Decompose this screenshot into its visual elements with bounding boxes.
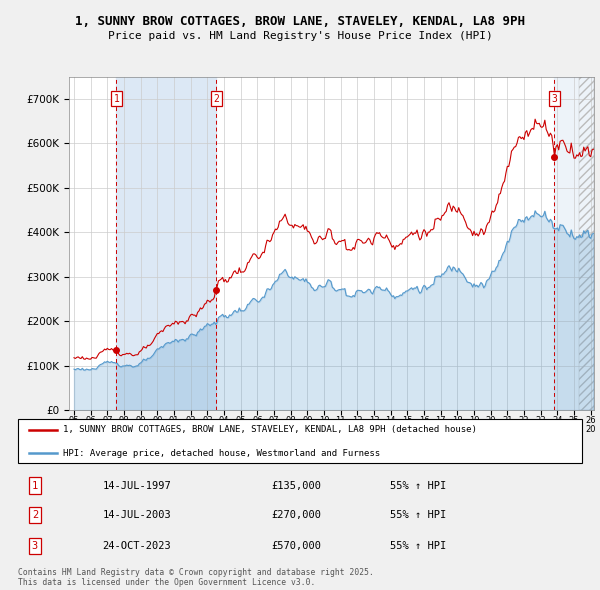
Text: 14-JUL-1997: 14-JUL-1997 xyxy=(103,481,172,490)
Text: 24-OCT-2023: 24-OCT-2023 xyxy=(103,541,172,551)
Text: Price paid vs. HM Land Registry's House Price Index (HPI): Price paid vs. HM Land Registry's House … xyxy=(107,31,493,41)
Text: 2: 2 xyxy=(32,510,38,520)
Text: 3: 3 xyxy=(32,541,38,551)
Text: £270,000: £270,000 xyxy=(272,510,322,520)
Text: 55% ↑ HPI: 55% ↑ HPI xyxy=(390,541,446,551)
Text: 55% ↑ HPI: 55% ↑ HPI xyxy=(390,510,446,520)
FancyBboxPatch shape xyxy=(18,419,582,463)
Text: 1: 1 xyxy=(32,481,38,490)
Bar xyxy=(579,77,594,410)
Text: 1, SUNNY BROW COTTAGES, BROW LANE, STAVELEY, KENDAL, LA8 9PH (detached house): 1, SUNNY BROW COTTAGES, BROW LANE, STAVE… xyxy=(63,425,477,434)
Text: 1, SUNNY BROW COTTAGES, BROW LANE, STAVELEY, KENDAL, LA8 9PH: 1, SUNNY BROW COTTAGES, BROW LANE, STAVE… xyxy=(75,15,525,28)
Text: 55% ↑ HPI: 55% ↑ HPI xyxy=(390,481,446,490)
Text: 2: 2 xyxy=(214,94,219,104)
Text: Contains HM Land Registry data © Crown copyright and database right 2025.
This d: Contains HM Land Registry data © Crown c… xyxy=(18,568,374,587)
Text: 14-JUL-2003: 14-JUL-2003 xyxy=(103,510,172,520)
Text: £135,000: £135,000 xyxy=(272,481,322,490)
Text: 1: 1 xyxy=(113,94,119,104)
Text: 3: 3 xyxy=(551,94,557,104)
Bar xyxy=(579,77,594,410)
Bar xyxy=(116,77,217,410)
Text: HPI: Average price, detached house, Westmorland and Furness: HPI: Average price, detached house, West… xyxy=(63,449,380,458)
Bar xyxy=(554,77,594,410)
Text: £570,000: £570,000 xyxy=(272,541,322,551)
